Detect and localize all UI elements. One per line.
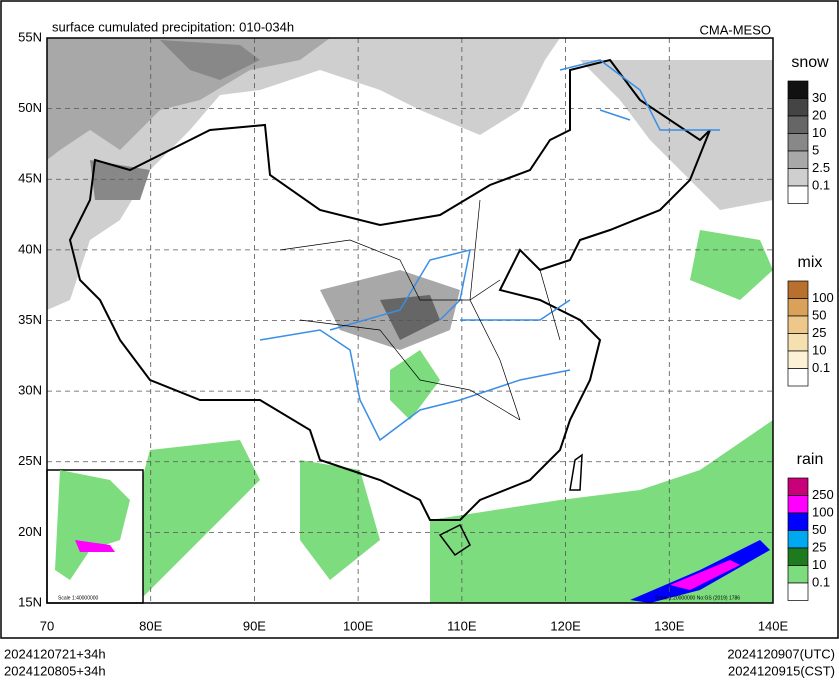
longitude-label: 70 xyxy=(40,618,54,633)
legend-label: 10 xyxy=(812,125,826,140)
valid-time-utc: 2024120907(UTC) xyxy=(727,646,835,661)
legend-label: 25 xyxy=(812,539,826,554)
longitude-label: 120E xyxy=(550,618,581,633)
legend-swatch xyxy=(787,115,809,134)
longitude-label: 110E xyxy=(447,618,477,633)
map-frame xyxy=(46,37,774,604)
rain-area xyxy=(670,560,740,590)
model-name: CMA-MESO xyxy=(700,22,772,37)
longitude-label: 80E xyxy=(139,618,162,633)
legend-label: 250 xyxy=(812,487,834,502)
island-border xyxy=(438,523,471,557)
legend-swatch xyxy=(787,298,809,317)
legend-swatch xyxy=(787,98,809,117)
inset-scale: Scale 1:40000000 xyxy=(58,595,99,601)
rain-area xyxy=(120,440,260,600)
rain-area xyxy=(630,540,770,603)
legend-swatch xyxy=(787,133,809,152)
legend-swatch xyxy=(787,168,809,187)
legend-label: 100 xyxy=(812,290,834,305)
legend-swatch xyxy=(787,185,809,204)
longitude-label: 140E xyxy=(758,618,789,633)
rain-area xyxy=(390,350,440,420)
latitude-label: 45N xyxy=(18,171,42,186)
latitude-label: 25N xyxy=(18,453,42,468)
valid-time-cst: 2024120915(CST) xyxy=(728,663,835,678)
legend-label: 25 xyxy=(812,325,826,340)
latitude-label: 30N xyxy=(18,383,42,398)
legend-swatch xyxy=(787,333,809,352)
legend-label: 50 xyxy=(812,522,826,537)
legend-label: 0.1 xyxy=(812,574,830,589)
snow-area xyxy=(47,38,330,160)
legend-swatch xyxy=(787,350,809,369)
legend-title: mix xyxy=(798,254,823,271)
snow-area xyxy=(90,40,260,200)
rain-area xyxy=(690,230,773,300)
longitude-label: 90E xyxy=(243,618,266,633)
legend-label: 100 xyxy=(812,504,834,519)
legend-label: 0.1 xyxy=(812,177,830,192)
legend-swatch xyxy=(787,368,809,387)
legend-label: 10 xyxy=(812,557,826,572)
legend-swatch xyxy=(787,477,809,496)
legend-label: 5 xyxy=(812,142,819,157)
legend-label: 2.5 xyxy=(812,160,830,175)
legend-title: snow xyxy=(791,54,829,71)
legend-swatch xyxy=(787,547,809,566)
legend-swatch xyxy=(787,565,809,584)
rain-area xyxy=(300,460,380,580)
legend-swatch xyxy=(787,582,809,601)
longitude-label: 100E xyxy=(343,618,374,633)
legend-swatch xyxy=(787,512,809,531)
legend-label: 50 xyxy=(812,307,826,322)
legend-label: 30 xyxy=(812,90,826,105)
island-border xyxy=(569,453,583,491)
province-border xyxy=(279,199,561,421)
legend-label: 0.1 xyxy=(812,360,830,375)
latitude-label: 15N xyxy=(18,594,42,609)
rain-area xyxy=(55,470,130,580)
legend-swatch xyxy=(787,530,809,549)
legend-swatch xyxy=(787,150,809,169)
rain-area xyxy=(430,420,773,603)
init-time-cst: 2024120805+34h xyxy=(4,663,106,678)
latitude-label: 35N xyxy=(18,312,42,327)
map-scale: Scale 1:20000000 No:GS (2019) 1786 xyxy=(655,595,740,601)
legend-title: rain xyxy=(797,451,824,468)
legend-swatch xyxy=(787,280,809,299)
latitude-label: 20N xyxy=(18,524,42,539)
legend-swatch xyxy=(787,315,809,334)
legend-label: 10 xyxy=(812,342,826,357)
init-time-utc: 2024120721+34h xyxy=(4,646,106,661)
river xyxy=(259,59,720,442)
legend-label: 20 xyxy=(812,107,826,122)
legend-swatch xyxy=(787,80,809,99)
longitude-label: 130E xyxy=(654,618,685,633)
rain-area xyxy=(75,540,115,552)
country-border xyxy=(68,58,711,521)
snow-area xyxy=(580,60,773,210)
legend-swatch xyxy=(787,495,809,514)
snow-area xyxy=(380,295,440,340)
latitude-label: 50N xyxy=(18,100,42,115)
latitude-label: 40N xyxy=(18,241,42,256)
latitude-label: 55N xyxy=(18,29,42,44)
map-title: surface cumulated precipitation: 010-034… xyxy=(52,19,294,34)
map-area xyxy=(46,37,774,604)
